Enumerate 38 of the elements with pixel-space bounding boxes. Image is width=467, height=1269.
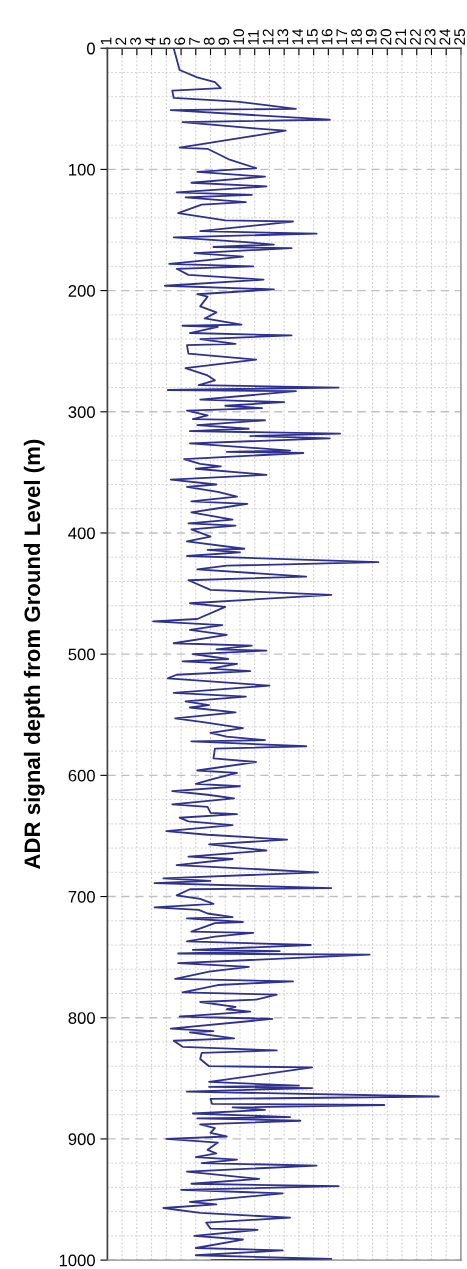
y-tick-label: 800	[68, 1012, 95, 1024]
x-tick-label: 22	[410, 29, 421, 45]
x-tick-label: 19	[365, 29, 377, 45]
x-tick-label: 12	[262, 29, 274, 45]
x-tick-label: 5	[159, 37, 171, 45]
x-tick-label: 15	[307, 29, 318, 45]
y-tick-label: 0	[86, 42, 95, 55]
y-tick-label: 700	[68, 890, 95, 903]
y-tick-label: 900	[68, 1133, 95, 1146]
x-tick-label: 13	[277, 29, 289, 45]
x-tick-label: 3	[130, 37, 141, 45]
line-series	[152, 48, 440, 1261]
y-tick-label: 200	[68, 285, 95, 297]
x-tick-label: 10	[233, 29, 245, 45]
x-tick-label: 25	[454, 29, 466, 45]
x-tick-label: 23	[424, 29, 436, 45]
x-tick-label: 2	[115, 37, 127, 45]
x-tick-label: 8	[203, 37, 215, 45]
x-tick-label: 7	[189, 37, 200, 45]
x-tick-label: 6	[174, 37, 186, 45]
x-tick-label: 20	[380, 29, 392, 45]
x-tick-label: 9	[218, 37, 230, 45]
x-tick-label: 4	[145, 37, 156, 46]
x-tick-label: 11	[248, 30, 259, 45]
y-tick-label: 300	[68, 406, 95, 418]
x-tick-label: 18	[351, 29, 362, 45]
x-tick-label: 24	[439, 28, 451, 45]
x-tick-label: 14	[292, 28, 303, 45]
x-tick-label: 17	[336, 29, 348, 45]
y-axis-title: ADR signal depth from Ground Level (m)	[23, 439, 45, 870]
x-tick-label: 1	[100, 37, 112, 45]
x-tick-label: 21	[395, 29, 406, 45]
y-tick-label: 1000	[59, 1254, 95, 1267]
y-tick-label: 600	[68, 769, 95, 782]
y-tick-label: 400	[68, 527, 95, 540]
y-tick-label: 100	[69, 163, 95, 176]
y-tick-label: 500	[68, 648, 95, 661]
x-tick-label: 16	[321, 29, 333, 45]
